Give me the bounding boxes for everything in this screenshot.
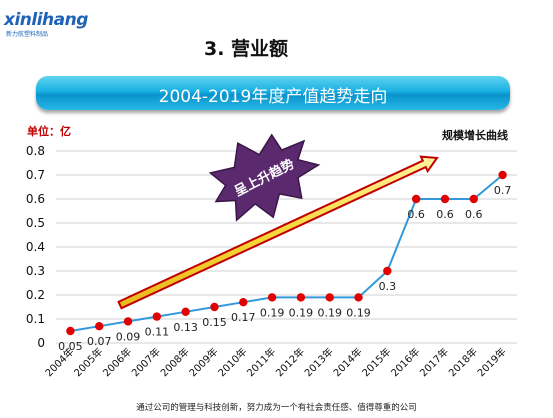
data-point [296, 293, 306, 302]
y-axis-unit-label: 单位：亿 [27, 125, 71, 138]
data-label: 0.09 [116, 330, 141, 343]
trend-arrow-shape [117, 155, 439, 310]
footer-slogan: 通过公司的管理与科技创新，努力成为一个有社会责任感、值得尊重的公司 [136, 403, 417, 413]
data-point [440, 194, 450, 204]
data-label: 0.3 [379, 280, 397, 293]
trend-badge-burst [208, 133, 321, 222]
data-label: 0.05 [58, 340, 83, 353]
x-tick-label: 2009年 [186, 345, 220, 379]
data-label: 0.19 [289, 306, 314, 319]
x-tick-label: 2017年 [417, 345, 451, 379]
data-point [123, 317, 133, 326]
title-banner: 2004-2019年度产值趋势走向 [36, 76, 510, 110]
logo-tagline: 新力航塑料制品 [6, 31, 49, 38]
data-label: 0.07 [87, 335, 112, 348]
x-tick-label: 2010年 [215, 345, 249, 379]
x-tick-label: 2019年 [474, 345, 508, 379]
chart-title: 规模增长曲线 [442, 129, 508, 142]
data-label: 0.19 [317, 306, 342, 319]
data-label: 0.7 [494, 184, 512, 197]
y-tick-label: 0.6 [26, 192, 45, 206]
x-tick-label: 2006年 [100, 345, 134, 379]
data-label: 0.11 [145, 326, 170, 339]
x-tick-label: 2008年 [158, 345, 192, 379]
data-point [210, 302, 219, 312]
y-tick-label: 0.7 [26, 168, 45, 182]
x-tick-label: 2014年 [330, 345, 364, 379]
x-tick-label: 2012年 [273, 345, 307, 379]
data-point [95, 322, 104, 331]
data-label: 0.15 [202, 316, 227, 329]
banner-title: 2004-2019年度产值趋势走向 [158, 87, 388, 107]
x-tick-label: 2007年 [129, 345, 163, 379]
data-point [498, 170, 507, 180]
data-point [411, 194, 421, 204]
trend-arrow [117, 155, 439, 310]
y-tick-label: 0.3 [26, 264, 45, 278]
data-point [325, 293, 334, 302]
data-point [267, 293, 277, 302]
x-tick-label: 2013年 [302, 345, 336, 379]
data-point [239, 298, 248, 307]
y-tick-label: 0.2 [26, 288, 45, 302]
trend-badge: 呈上升趋势 [208, 133, 321, 222]
data-point [66, 326, 75, 336]
data-label: 0.6 [436, 208, 454, 221]
x-tick-label: 2018年 [446, 345, 480, 379]
data-label: 0.19 [260, 306, 285, 319]
logo-brand: xinlihang [4, 10, 88, 30]
data-label: 0.13 [173, 321, 198, 334]
x-tick-label: 2015年 [359, 345, 393, 379]
data-point [152, 312, 162, 321]
data-point [469, 194, 478, 204]
data-label: 0.6 [465, 208, 483, 221]
data-point [383, 266, 392, 276]
y-tick-label: 0 [37, 336, 45, 350]
x-tick-label: 2011年 [244, 345, 278, 379]
y-tick-label: 0.8 [26, 144, 45, 158]
data-label: 0.6 [407, 208, 425, 221]
series-line [70, 174, 504, 332]
data-point [181, 307, 190, 316]
y-tick-label: 0.4 [26, 240, 45, 254]
section-title: 3. 营业额 [204, 38, 289, 60]
company-logo: xinlihang 新力航塑料制品 [4, 10, 88, 40]
x-tick-label: 2016年 [388, 345, 422, 379]
data-label: 0.19 [346, 306, 371, 319]
y-tick-label: 0.1 [26, 312, 45, 326]
y-tick-label: 0.5 [26, 216, 45, 230]
data-label: 0.17 [231, 311, 256, 324]
data-point [354, 293, 363, 302]
